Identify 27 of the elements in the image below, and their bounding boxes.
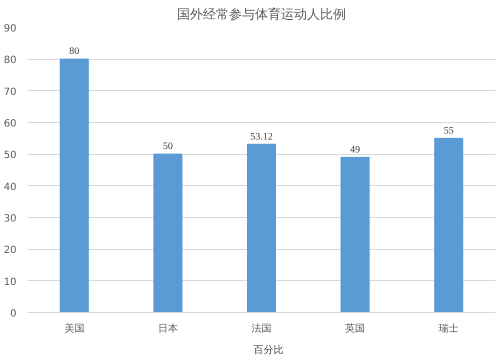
bar — [153, 154, 182, 312]
bar — [246, 144, 276, 312]
y-tick-label: 0 — [10, 308, 17, 320]
data-label: 55 — [444, 125, 454, 136]
bar — [60, 58, 89, 312]
y-tick-label: 50 — [4, 150, 17, 162]
data-label: 53.12 — [250, 131, 273, 142]
data-label: 50 — [162, 141, 173, 152]
y-tick-label: 60 — [4, 118, 17, 130]
x-tick-label: 英国 — [345, 322, 366, 334]
x-tick-label: 瑞士 — [438, 322, 459, 334]
x-tick-label: 美国 — [64, 322, 84, 334]
chart-title: 国外经常参与体育运动人比例 — [177, 6, 346, 22]
data-label: 80 — [69, 46, 80, 58]
y-tick-label: 40 — [4, 182, 17, 193]
bar — [434, 138, 464, 312]
y-tick-label: 20 — [4, 245, 17, 256]
y-tick-label: 10 — [4, 276, 17, 288]
x-tick-label: 法国 — [252, 322, 272, 334]
x-tick-label: 日本 — [158, 322, 178, 334]
y-tick-label: 70 — [4, 86, 17, 98]
text: 百分比 — [254, 344, 284, 356]
y-tick-label: 30 — [4, 214, 17, 224]
y-tick-label: 80 — [4, 55, 17, 66]
bar — [340, 156, 370, 312]
data-label: 49 — [350, 144, 360, 156]
y-tick-label: 90 — [4, 24, 17, 34]
